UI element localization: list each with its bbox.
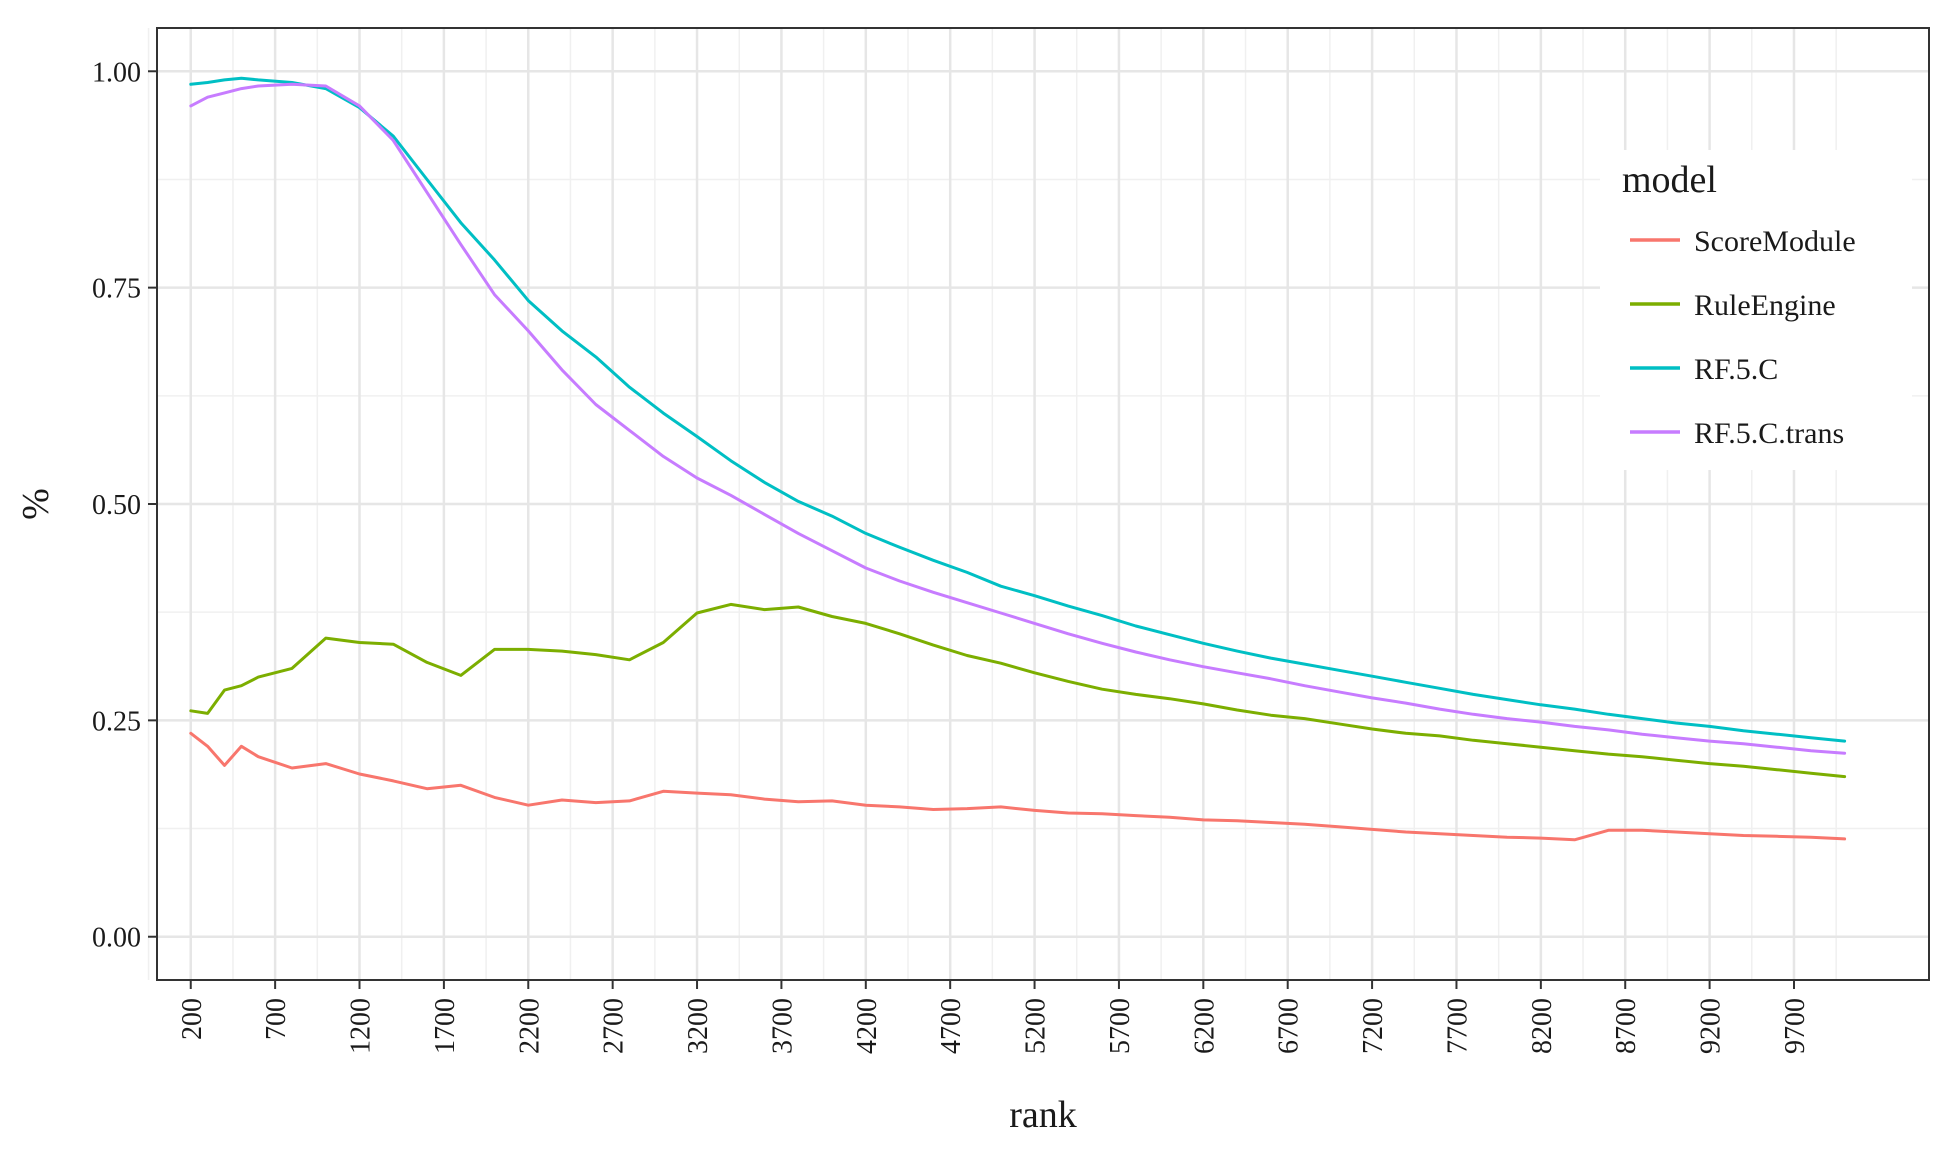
x-tick-label: 9200 (1696, 998, 1727, 1054)
series-line-rf-5-c-trans (189, 82, 1847, 755)
x-tick-label: 1200 (346, 998, 377, 1054)
x-tick-label: 4200 (852, 998, 883, 1054)
series-line-scoremodule (189, 731, 1847, 842)
y-axis-title: % (15, 488, 57, 520)
legend-label-scoremodule: ScoreModule (1694, 225, 1856, 258)
x-axis-title: rank (1009, 1094, 1077, 1136)
x-tick-label: 6200 (1189, 998, 1220, 1054)
y-axis: 0.00 0.25 0.50 0.75 1.00 (92, 57, 157, 954)
x-tick-label: 9700 (1780, 998, 1811, 1054)
x-tick-label: 5200 (1021, 998, 1052, 1054)
x-tick-label: 8200 (1527, 998, 1558, 1054)
y-tick-label: 0.75 (92, 274, 141, 305)
y-tick-label: 0.50 (92, 490, 141, 521)
x-tick-label: 6700 (1274, 998, 1305, 1054)
legend-label-rf-5-c-trans: RF.5.C.trans (1694, 417, 1844, 450)
x-tick-label: 5700 (1105, 998, 1136, 1054)
x-tick-label: 7200 (1358, 998, 1389, 1054)
legend-label-ruleengine: RuleEngine (1694, 289, 1836, 322)
x-tick-label: 4700 (936, 998, 967, 1054)
legend-title: model (1622, 159, 1717, 201)
legend: model ScoreModule RuleEngine RF.5.C RF.5.C.… (1600, 150, 1912, 470)
y-tick-label: 1.00 (92, 57, 141, 88)
x-tick-label: 200 (177, 998, 208, 1040)
series-lines (189, 76, 1847, 842)
x-tick-label: 700 (261, 998, 292, 1040)
x-tick-label: 3200 (683, 998, 714, 1054)
legend-background (1600, 150, 1912, 470)
x-tick-label: 8700 (1611, 998, 1642, 1054)
legend-items: ScoreModule RuleEngine RF.5.C RF.5.C.trans (1630, 225, 1856, 450)
x-axis: 200 700 1200 1700 2200 2700 3200 3700 4200 4700 52… (177, 980, 1811, 1054)
series-line-rf-5-c (189, 76, 1847, 743)
x-tick-label: 2200 (514, 998, 545, 1054)
legend-label-rf-5-c: RF.5.C (1694, 353, 1778, 386)
x-tick-label: 1700 (430, 998, 461, 1054)
series-line-ruleengine (189, 602, 1847, 779)
x-tick-label: 7700 (1442, 998, 1473, 1054)
y-tick-label: 0.25 (92, 706, 141, 737)
x-tick-label: 2700 (599, 998, 630, 1054)
y-tick-label: 0.00 (92, 923, 141, 954)
x-tick-label: 3700 (767, 998, 798, 1054)
